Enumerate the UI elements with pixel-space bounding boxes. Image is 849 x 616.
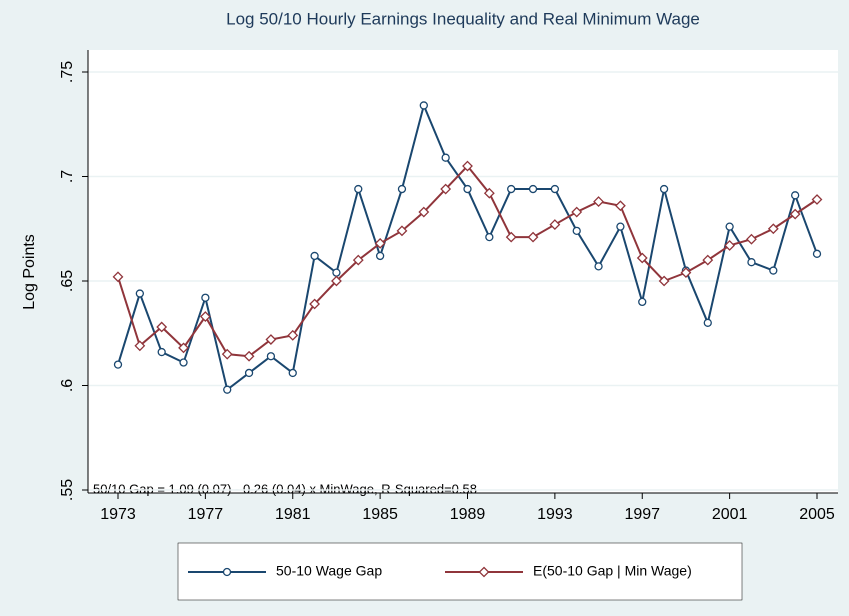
marker: [483, 187, 495, 199]
x-tick-label: 1985: [362, 506, 398, 523]
marker: [156, 321, 168, 333]
chart-title: Log 50/10 Hourly Earnings Inequality and…: [226, 9, 700, 28]
marker: [199, 311, 211, 322]
marker: [789, 208, 801, 220]
marker: [725, 222, 734, 231]
marker: [594, 262, 603, 271]
marker: [441, 153, 450, 162]
marker: [396, 225, 408, 237]
marker: [134, 340, 146, 352]
y-tick-label: .55: [59, 479, 76, 501]
marker: [222, 567, 232, 577]
marker: [638, 297, 647, 307]
marker: [572, 226, 581, 235]
x-tick-label: 1989: [450, 506, 486, 523]
x-tick-label: 1973: [100, 506, 136, 523]
marker: [352, 254, 364, 266]
y-axis-label: Log Points: [21, 234, 38, 310]
marker: [811, 194, 823, 205]
marker: [266, 352, 276, 361]
marker: [507, 184, 516, 194]
marker: [332, 268, 341, 277]
marker: [375, 251, 385, 261]
marker: [287, 329, 299, 341]
marker: [485, 232, 494, 242]
y-tick-label: .6: [59, 379, 76, 392]
marker: [463, 184, 472, 194]
marker: [571, 206, 583, 218]
x-tick-label: 2001: [712, 506, 748, 523]
marker: [812, 249, 822, 258]
marker: [746, 233, 757, 245]
x-tick-label: 1993: [537, 506, 573, 523]
marker: [374, 237, 386, 249]
marker: [527, 231, 539, 243]
marker: [593, 196, 604, 207]
y-tick-label: .75: [59, 61, 76, 83]
marker: [440, 183, 452, 195]
x-tick-label: 2005: [799, 506, 835, 523]
marker: [331, 275, 342, 287]
x-tick-label: 1997: [624, 506, 660, 523]
marker: [769, 266, 778, 275]
marker: [528, 184, 538, 194]
legend-label: E(50-10 Gap | Min Wage): [533, 563, 692, 579]
marker: [201, 293, 210, 302]
marker: [747, 258, 756, 267]
x-tick-label: 1981: [275, 506, 311, 523]
marker: [112, 271, 124, 283]
marker: [703, 318, 712, 327]
marker: [791, 191, 800, 200]
marker: [478, 566, 490, 578]
y-tick-label: .65: [59, 270, 76, 292]
marker: [354, 184, 363, 194]
marker: [397, 184, 407, 194]
marker: [616, 222, 625, 231]
marker: [419, 101, 428, 110]
marker: [767, 223, 779, 235]
annotation: 50/10 Gap = 1.09 (0.07) - 0.26 (0.04) x …: [93, 481, 477, 496]
marker: [221, 348, 233, 360]
marker: [549, 219, 561, 230]
marker: [223, 385, 232, 394]
marker: [135, 289, 144, 298]
marker: [244, 368, 254, 378]
marker: [265, 334, 277, 345]
marker: [179, 358, 188, 367]
marker: [310, 251, 319, 261]
marker: [614, 200, 626, 212]
marker: [680, 267, 692, 279]
y-tick-label: .7: [59, 170, 76, 183]
marker: [658, 275, 670, 287]
x-tick-label: 1977: [188, 506, 224, 523]
marker: [636, 252, 648, 264]
marker: [550, 184, 560, 194]
marker: [462, 160, 473, 172]
marker: [659, 184, 669, 194]
plot-area: [88, 50, 838, 493]
marker: [288, 368, 297, 378]
marker: [157, 347, 166, 357]
marker: [505, 231, 517, 243]
marker: [243, 350, 255, 362]
marker: [418, 206, 430, 218]
marker: [309, 298, 321, 310]
marker: [702, 254, 714, 266]
marker: [178, 342, 189, 354]
marker: [113, 360, 123, 369]
marker: [724, 240, 736, 251]
legend-label: 50-10 Wage Gap: [276, 563, 382, 579]
